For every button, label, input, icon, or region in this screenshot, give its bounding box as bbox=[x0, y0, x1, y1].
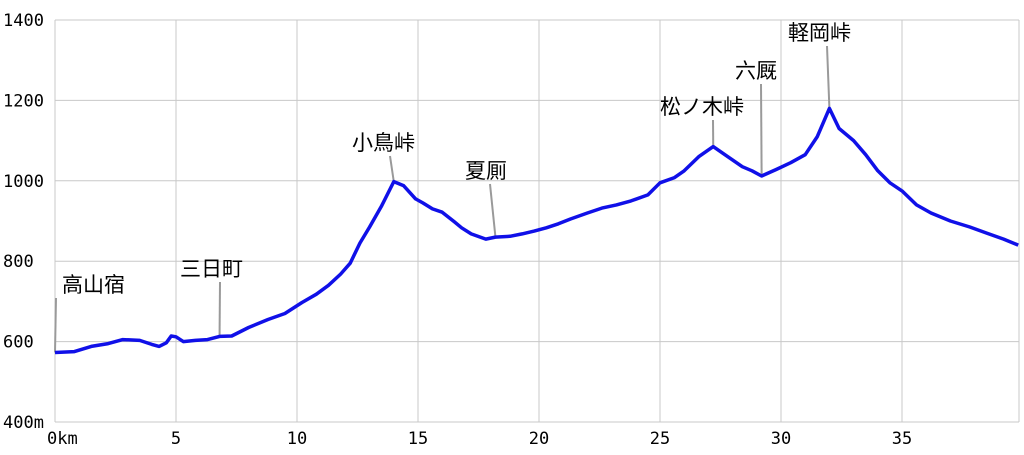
annotation-leader bbox=[54, 297, 57, 353]
y-tick-label: 800 bbox=[3, 252, 34, 272]
annotation-leaders bbox=[54, 45, 831, 353]
annotation-leader bbox=[389, 155, 395, 182]
y-tick-label: 400m bbox=[3, 413, 44, 433]
x-tick-label: 10 bbox=[287, 429, 307, 449]
x-tick-label: 20 bbox=[529, 429, 549, 449]
x-tick-label: 35 bbox=[892, 429, 912, 449]
grid bbox=[54, 19, 1020, 423]
place-label: 小鳥峠 bbox=[352, 131, 415, 155]
place-label: 夏厠 bbox=[465, 159, 507, 183]
x-tick-label: 15 bbox=[408, 429, 428, 449]
x-tick-label: 0km bbox=[47, 429, 78, 449]
x-tick-label: 5 bbox=[171, 429, 181, 449]
place-label: 軽岡峠 bbox=[788, 21, 851, 45]
y-tick-label: 1000 bbox=[3, 172, 44, 192]
place-label: 六厩 bbox=[735, 59, 777, 83]
x-tick-label: 30 bbox=[771, 429, 791, 449]
place-label: 三日町 bbox=[180, 257, 243, 281]
x-tick-label: 25 bbox=[650, 429, 670, 449]
place-label: 高山宿 bbox=[62, 273, 125, 297]
y-tick-label: 1400 bbox=[3, 11, 44, 31]
series-layer bbox=[54, 106, 1019, 355]
x-tick-labels: 0km 5 10 15 20 25 30 35 bbox=[47, 429, 912, 449]
y-tick-label: 600 bbox=[3, 333, 34, 353]
y-tick-label: 1200 bbox=[3, 91, 44, 111]
annotation-leader bbox=[489, 183, 497, 238]
annotation-leader bbox=[760, 83, 763, 176]
elevation-line bbox=[54, 106, 1019, 355]
place-label: 松ノ木峠 bbox=[660, 95, 744, 119]
y-tick-labels: 400m 600 800 1000 1200 1400 bbox=[3, 11, 44, 433]
annotation-leader bbox=[826, 45, 831, 109]
